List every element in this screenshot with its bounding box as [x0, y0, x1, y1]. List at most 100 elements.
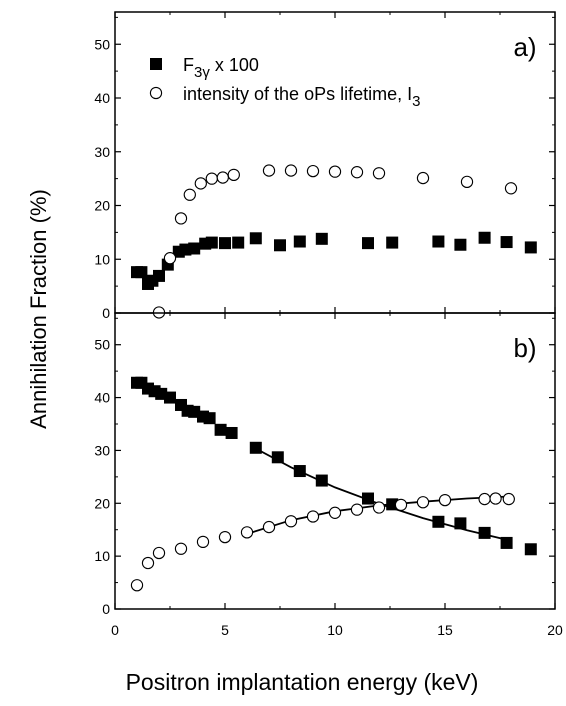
data-point-square [293, 465, 306, 478]
data-point-square [271, 451, 284, 464]
data-point-square [478, 526, 491, 539]
data-point-square [315, 474, 328, 487]
data-point-circle [350, 166, 364, 179]
data-point-circle [372, 501, 386, 514]
data-point-square [362, 492, 374, 505]
data-point-circle [328, 165, 342, 178]
data-point-square [164, 391, 176, 404]
data-point-square [293, 235, 306, 248]
data-point-circle [328, 506, 342, 519]
data-point-square [454, 517, 467, 530]
x-tick-label: 20 [547, 622, 563, 638]
data-point-circle [478, 492, 491, 506]
legend-marker [150, 58, 162, 70]
data-point-square [315, 232, 328, 245]
panel-frame [114, 312, 556, 610]
series-group [131, 231, 537, 290]
legend-marker [149, 86, 163, 100]
data-point-circle [141, 556, 155, 570]
data-point-circle [163, 252, 177, 265]
series-group [152, 164, 518, 319]
data-point-square [153, 269, 165, 282]
data-point-circle [262, 520, 276, 534]
data-point-circle [216, 171, 229, 184]
panel-a: 0 10 20 30 40 50 a) F3γ x 100 intensity of the o… [94, 11, 556, 321]
data-point-circle [196, 535, 210, 549]
data-point-square [500, 536, 513, 549]
data-point-circle [205, 172, 218, 185]
data-point-circle [240, 526, 254, 539]
data-point-circle [218, 530, 232, 544]
series-group [131, 376, 537, 556]
data-point-circle [262, 164, 276, 177]
y-tick-label: 20 [94, 495, 110, 511]
data-point-square [214, 423, 227, 436]
data-point-square [524, 241, 537, 254]
x-tick-label: 15 [437, 622, 453, 638]
data-point-square [135, 266, 148, 279]
legend-entry: F3γ x 100 [183, 55, 259, 81]
data-point-square [362, 237, 374, 250]
data-point-circle [152, 546, 166, 560]
data-point-square [188, 242, 201, 255]
data-point-circle [183, 188, 196, 201]
data-point-circle [416, 496, 430, 509]
data-point-square [454, 238, 467, 251]
data-point-circle [174, 542, 188, 555]
data-point-circle [438, 493, 452, 507]
data-point-circle [460, 175, 474, 188]
data-point-square [249, 441, 262, 454]
y-tick-label: 40 [94, 390, 110, 406]
data-point-circle [350, 503, 364, 516]
data-point-circle [306, 510, 320, 523]
data-point-circle [130, 579, 144, 592]
x-axis-title: Positron implantation energy (keV) [126, 669, 479, 695]
data-point-circle [174, 212, 188, 225]
data-point-square [478, 231, 491, 244]
data-point-square [500, 236, 513, 249]
data-point-square [205, 236, 218, 249]
data-point-circle [284, 515, 298, 528]
x-tick-label: 10 [327, 622, 343, 638]
panel-frame [114, 11, 556, 314]
data-point-circle [416, 171, 430, 185]
data-point-square [432, 515, 445, 528]
data-point-circle [489, 492, 502, 505]
panel-label: a) [513, 32, 536, 62]
x-tick-label: 5 [221, 622, 229, 638]
panel-label: b) [513, 333, 536, 363]
y-tick-label: 20 [94, 198, 110, 214]
y-tick-label: 0 [102, 601, 110, 617]
y-tick-label: 30 [94, 442, 110, 458]
series-group [130, 492, 515, 592]
data-point-square [524, 543, 537, 556]
legend-entry: intensity of the oPs lifetime, I3 [183, 84, 420, 110]
data-point-square [432, 235, 445, 248]
y-axis-title: Annihilation Fraction (%) [26, 189, 51, 429]
data-point-circle [227, 168, 240, 182]
x-tick-label: 0 [111, 622, 119, 638]
y-tick-label: 30 [94, 144, 110, 160]
data-point-square [274, 239, 286, 252]
data-point-square [386, 498, 399, 511]
panel-b: 0 10 20 30 40 50 b) [94, 312, 556, 617]
data-point-circle [306, 164, 320, 178]
data-point-circle [194, 177, 207, 190]
data-point-circle [502, 492, 515, 506]
data-point-circle [284, 164, 298, 177]
y-tick-label: 50 [94, 337, 110, 353]
data-point-circle [394, 498, 408, 512]
data-point-circle [372, 167, 386, 180]
data-point-square [203, 412, 216, 425]
y-tick-label: 10 [94, 548, 110, 564]
data-point-square [232, 236, 245, 249]
y-tick-label: 40 [94, 90, 110, 106]
data-point-square [249, 232, 262, 245]
y-tick-label: 10 [94, 251, 110, 267]
x-axis: 0 5 10 15 20 [111, 622, 563, 638]
data-point-square [219, 237, 231, 250]
y-tick-label: 0 [102, 305, 110, 321]
data-point-square [225, 426, 238, 439]
y-tick-label: 50 [94, 36, 110, 52]
